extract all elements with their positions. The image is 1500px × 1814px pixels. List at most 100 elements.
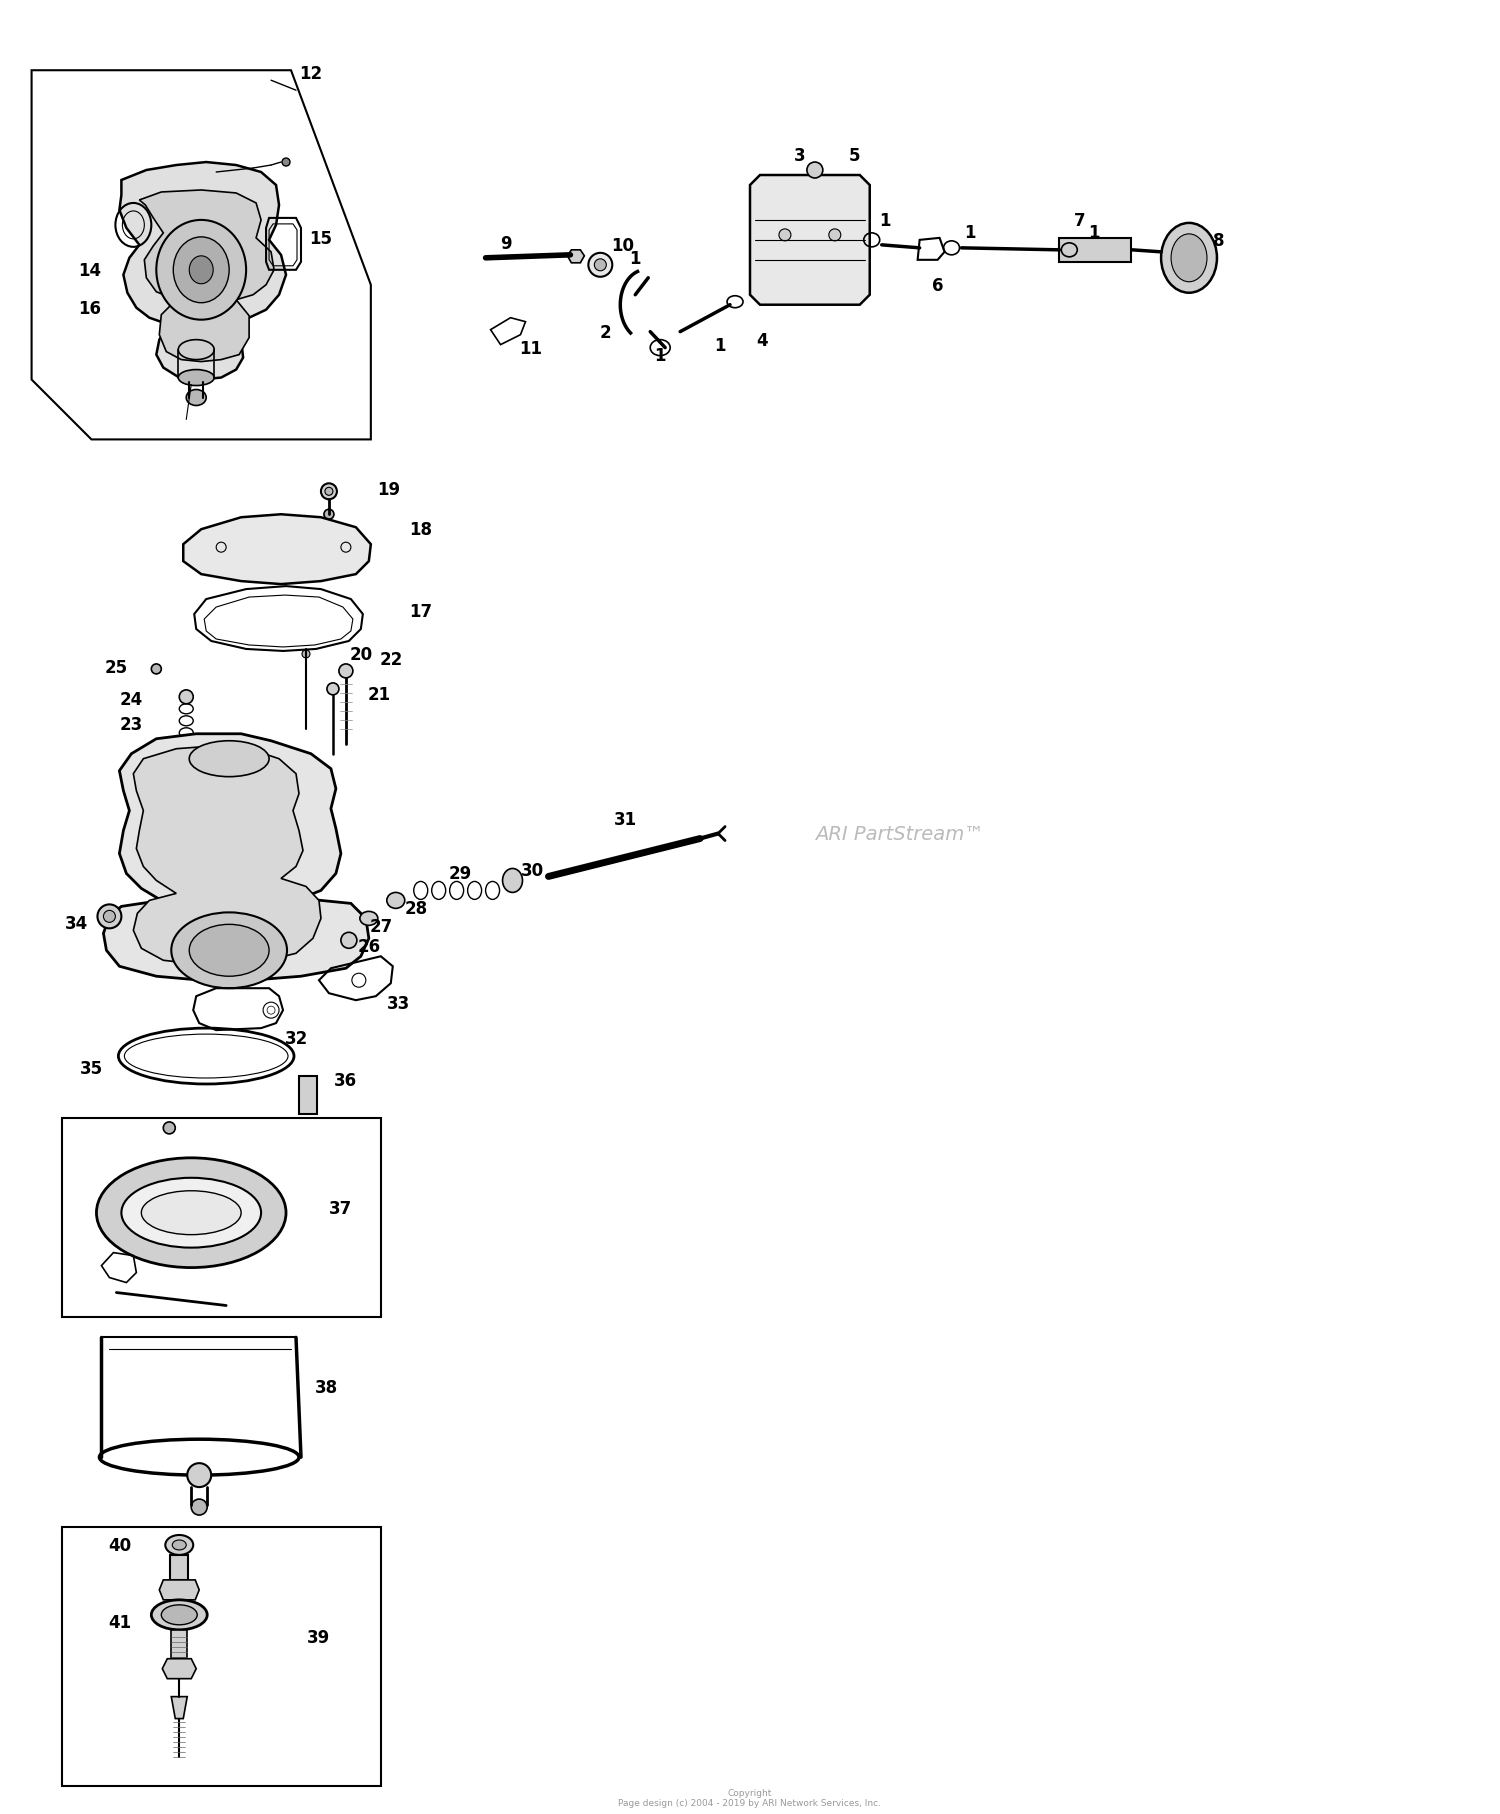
Polygon shape <box>134 746 321 965</box>
Text: 8: 8 <box>1214 232 1224 250</box>
Bar <box>298 1076 316 1114</box>
Text: 27: 27 <box>369 918 393 936</box>
Polygon shape <box>183 515 370 584</box>
Ellipse shape <box>174 238 230 303</box>
Text: 30: 30 <box>520 862 544 880</box>
Text: 31: 31 <box>614 811 638 829</box>
Bar <box>171 1555 188 1580</box>
Text: 11: 11 <box>519 339 542 357</box>
Ellipse shape <box>122 1177 261 1248</box>
Circle shape <box>340 932 357 949</box>
Text: 37: 37 <box>330 1199 352 1217</box>
Text: 16: 16 <box>78 299 101 317</box>
Circle shape <box>588 254 612 278</box>
Ellipse shape <box>189 258 213 285</box>
Text: 26: 26 <box>357 938 381 956</box>
Text: 39: 39 <box>308 1627 330 1645</box>
Text: 23: 23 <box>120 715 142 733</box>
Circle shape <box>104 911 116 923</box>
Bar <box>1059 239 1131 263</box>
Text: 5: 5 <box>849 147 861 165</box>
Polygon shape <box>140 190 274 363</box>
Circle shape <box>282 160 290 167</box>
Text: 15: 15 <box>309 230 333 249</box>
Ellipse shape <box>186 390 206 406</box>
Text: 6: 6 <box>932 276 944 294</box>
Ellipse shape <box>360 912 378 925</box>
Circle shape <box>807 163 824 180</box>
Text: 1: 1 <box>879 212 891 230</box>
Polygon shape <box>567 250 585 263</box>
Circle shape <box>326 488 333 495</box>
Text: 1: 1 <box>630 250 640 268</box>
Circle shape <box>321 484 338 501</box>
Text: 33: 33 <box>387 994 411 1012</box>
Polygon shape <box>120 163 286 381</box>
Circle shape <box>302 651 310 658</box>
Ellipse shape <box>189 742 268 776</box>
Circle shape <box>594 259 606 272</box>
Polygon shape <box>162 1658 196 1678</box>
Circle shape <box>180 691 194 704</box>
Text: 3: 3 <box>794 147 806 165</box>
Polygon shape <box>159 1580 200 1600</box>
Text: 35: 35 <box>80 1059 104 1078</box>
Text: 14: 14 <box>78 261 101 279</box>
Circle shape <box>190 1498 207 1515</box>
Text: 40: 40 <box>108 1536 130 1555</box>
Ellipse shape <box>152 1600 207 1631</box>
Ellipse shape <box>178 370 214 386</box>
Text: 10: 10 <box>610 236 634 254</box>
Text: 22: 22 <box>380 651 402 669</box>
Ellipse shape <box>171 912 286 989</box>
Bar <box>62 1527 381 1787</box>
Ellipse shape <box>165 1535 194 1555</box>
Ellipse shape <box>178 341 214 361</box>
Circle shape <box>324 510 334 521</box>
Text: 1: 1 <box>714 336 726 354</box>
Text: Copyright
Page design (c) 2004 - 2019 by ARI Network Services, Inc.: Copyright Page design (c) 2004 - 2019 by… <box>618 1789 882 1807</box>
Circle shape <box>152 664 162 675</box>
Text: 28: 28 <box>404 900 427 918</box>
Text: 32: 32 <box>285 1030 308 1047</box>
Ellipse shape <box>1161 223 1216 294</box>
Circle shape <box>188 1464 211 1487</box>
Text: 17: 17 <box>410 602 432 620</box>
Ellipse shape <box>162 1605 196 1625</box>
Ellipse shape <box>189 925 268 976</box>
Bar <box>171 1631 188 1658</box>
Text: 12: 12 <box>300 65 322 83</box>
Ellipse shape <box>141 1192 242 1235</box>
Text: 1: 1 <box>964 223 975 241</box>
Text: 24: 24 <box>120 691 142 709</box>
Text: 25: 25 <box>105 658 128 677</box>
Text: 34: 34 <box>64 914 88 932</box>
Text: 21: 21 <box>368 686 390 704</box>
Ellipse shape <box>387 892 405 909</box>
Ellipse shape <box>96 1157 286 1268</box>
Ellipse shape <box>172 1540 186 1551</box>
Circle shape <box>98 905 122 929</box>
Polygon shape <box>750 176 870 305</box>
Text: 2: 2 <box>600 323 610 341</box>
Circle shape <box>327 684 339 695</box>
Ellipse shape <box>156 221 246 321</box>
Text: 41: 41 <box>108 1613 130 1631</box>
Circle shape <box>830 230 842 241</box>
Text: 20: 20 <box>350 646 372 664</box>
Polygon shape <box>171 1696 188 1718</box>
Text: 18: 18 <box>410 521 432 539</box>
Polygon shape <box>104 735 369 981</box>
Text: 1: 1 <box>1089 223 1100 241</box>
Ellipse shape <box>1172 234 1208 283</box>
Text: 29: 29 <box>448 865 472 883</box>
Text: 4: 4 <box>756 332 768 350</box>
Ellipse shape <box>503 869 522 892</box>
Bar <box>62 1117 381 1317</box>
Text: ARI PartStream™: ARI PartStream™ <box>816 825 984 844</box>
Text: 38: 38 <box>315 1379 338 1397</box>
Text: 1: 1 <box>654 346 666 365</box>
Text: 19: 19 <box>376 481 400 499</box>
Circle shape <box>164 1123 176 1134</box>
Circle shape <box>778 230 790 241</box>
